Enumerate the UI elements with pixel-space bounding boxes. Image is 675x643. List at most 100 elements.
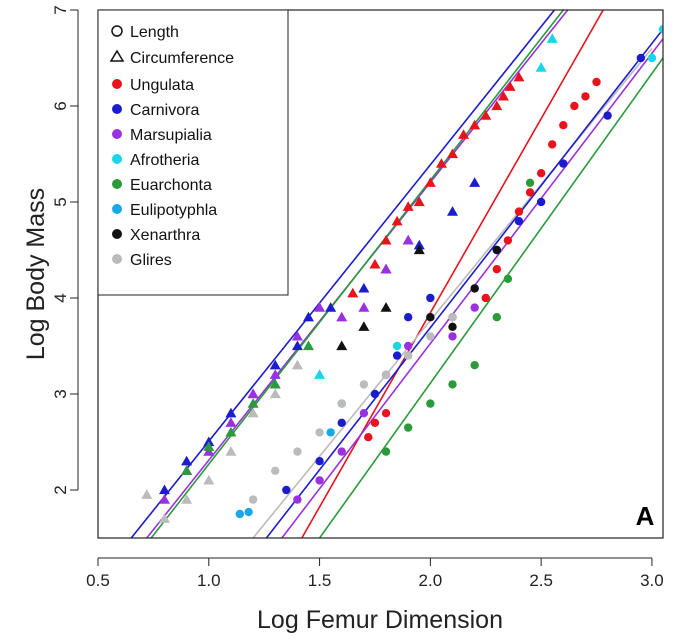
point-circumference-carnivora xyxy=(225,407,237,418)
regression-line xyxy=(265,28,663,538)
point-circumference-marsupialia xyxy=(225,417,237,427)
point-circumference-glires xyxy=(225,446,237,456)
point-length-euarchonta xyxy=(448,380,457,389)
point-length-marsupialia xyxy=(448,332,457,341)
point-circumference-euarchonta xyxy=(181,465,193,475)
point-circumference-ungulata xyxy=(369,258,381,269)
point-length-glires xyxy=(271,466,280,475)
point-length-carnivora xyxy=(315,457,324,466)
point-length-xenarthra xyxy=(470,284,479,293)
point-circumference-xenarthra xyxy=(336,340,348,351)
legend-label-circumference: Circumference xyxy=(130,50,234,67)
point-length-euarchonta xyxy=(525,178,535,187)
point-length-eulipotyphla xyxy=(235,509,245,519)
point-circumference-ungulata xyxy=(469,119,481,130)
point-length-carnivora xyxy=(337,418,346,427)
point-circumference-euarchonta xyxy=(302,340,314,351)
point-length-carnivora xyxy=(403,313,413,322)
point-length-carnivora xyxy=(559,159,568,168)
point-circumference-euarchonta xyxy=(247,398,259,408)
point-length-ungulata xyxy=(559,121,568,130)
point-length-afrotheria xyxy=(647,53,657,63)
point-length-ungulata xyxy=(492,265,502,274)
point-length-glires xyxy=(426,332,435,341)
point-length-carnivora xyxy=(536,197,546,207)
point-circumference-ungulata xyxy=(480,110,492,120)
point-length-euarchonta xyxy=(381,447,391,456)
point-length-carnivora xyxy=(282,485,291,495)
point-circumference-marsupialia xyxy=(380,263,392,274)
point-length-xenarthra xyxy=(492,245,502,255)
point-circumference-marsupialia xyxy=(314,302,326,312)
point-circumference-xenarthra xyxy=(413,244,425,255)
legend-marker-length xyxy=(111,25,123,37)
y-tick-label: 5 xyxy=(51,197,70,206)
y-tick-label: 4 xyxy=(51,293,70,302)
panel-label: A xyxy=(636,501,655,531)
point-length-marsupialia xyxy=(470,303,479,312)
point-length-afrotheria xyxy=(392,341,402,351)
legend-marker-carnivora xyxy=(112,104,122,114)
point-length-ungulata xyxy=(503,236,513,245)
x-tick-label: 1.0 xyxy=(197,571,221,590)
point-circumference-marsupialia xyxy=(336,311,348,322)
legend-label-glires: Glires xyxy=(130,252,172,269)
point-circumference-glires xyxy=(291,359,303,370)
y-tick-label: 2 xyxy=(51,485,70,494)
point-circumference-xenarthra xyxy=(380,302,392,312)
x-tick-label: 1.5 xyxy=(308,571,332,590)
point-circumference-marsupialia xyxy=(247,388,259,399)
point-length-glires xyxy=(337,399,346,408)
point-length-glires xyxy=(381,370,391,379)
point-circumference-afrotheria xyxy=(314,369,326,379)
y-tick-label: 6 xyxy=(51,101,70,110)
legend-marker-afrotheria xyxy=(112,154,122,164)
point-length-ungulata xyxy=(364,433,373,442)
legend-label-eulipotyphla: Eulipotyphla xyxy=(130,202,217,219)
point-length-ungulata xyxy=(481,293,490,303)
legend-marker-circumference xyxy=(109,49,125,62)
point-length-ungulata xyxy=(592,77,601,87)
legend-label-ungulata: Ungulata xyxy=(130,77,194,94)
point-length-carnivora xyxy=(392,351,402,360)
point-circumference-ungulata xyxy=(413,196,425,207)
legend-box xyxy=(97,9,289,296)
point-length-carnivora xyxy=(426,293,435,303)
point-length-euarchonta xyxy=(403,423,413,432)
point-length-ungulata xyxy=(514,207,524,216)
point-circumference-carnivora xyxy=(181,455,193,466)
point-circumference-carnivora xyxy=(158,484,170,495)
legend-marker-euarchonta xyxy=(112,179,122,189)
point-circumference-marsupialia xyxy=(158,494,170,504)
point-length-marsupialia xyxy=(337,447,346,456)
y-tick-label: 3 xyxy=(51,389,70,398)
data-points xyxy=(141,25,663,523)
legend-label-marsupialia: Marsupialia xyxy=(130,127,212,144)
point-circumference-glires xyxy=(181,494,193,504)
point-circumference-carnivora xyxy=(447,206,459,216)
point-length-carnivora xyxy=(603,111,612,120)
point-length-carnivora xyxy=(636,53,646,63)
point-circumference-euarchonta xyxy=(225,426,237,437)
point-circumference-ungulata xyxy=(347,287,359,298)
point-circumference-carnivora xyxy=(469,177,481,187)
legend-marker-marsupialia xyxy=(112,129,122,139)
point-circumference-marsupialia xyxy=(358,302,370,312)
legend-marker-xenarthra xyxy=(112,229,122,239)
point-circumference-carnivora xyxy=(358,282,370,293)
point-length-xenarthra xyxy=(426,313,435,322)
point-length-marsupialia xyxy=(359,409,369,418)
legend-label-afrotheria: Afrotheria xyxy=(130,152,199,169)
point-circumference-euarchonta xyxy=(269,378,281,389)
x-axis-title: Log Femur Dimension xyxy=(257,606,503,634)
point-length-ungulata xyxy=(370,418,380,427)
point-length-glires xyxy=(293,447,302,456)
point-circumference-marsupialia xyxy=(402,234,414,245)
point-length-carnivora xyxy=(370,389,380,399)
legend: Length Circumference Ungulata Carnivora Ma… xyxy=(97,9,289,296)
regression-line-ungulata xyxy=(301,10,604,538)
point-length-carnivora xyxy=(514,217,524,226)
point-length-xenarthra xyxy=(448,322,457,331)
point-length-euarchonta xyxy=(492,313,502,322)
point-circumference-xenarthra xyxy=(358,321,370,331)
